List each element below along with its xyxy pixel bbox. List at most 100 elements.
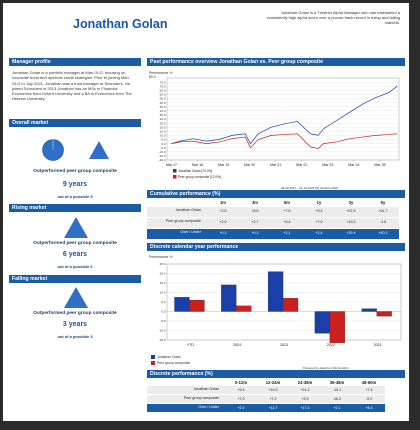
table-cell: +11.7 xyxy=(268,405,278,410)
y-tick-label: 65.0 xyxy=(160,89,166,93)
past-footnote: 28-02-2017 - 31-10-2025 FE fundinfo 2025 xyxy=(281,186,339,190)
triangle-icon xyxy=(64,287,88,308)
y-tick-label: -5.0 xyxy=(160,319,166,323)
past-performance-chart: Performance %80.0-20.0-15.0-10.0-5.00.05… xyxy=(149,71,400,179)
table-cell: +9.4 xyxy=(315,208,323,213)
table-row xyxy=(147,395,385,403)
table-row xyxy=(147,218,399,228)
table-cell: +2.0 xyxy=(219,219,227,224)
bar-1 xyxy=(282,298,299,312)
table-cell: -15.1 xyxy=(332,387,342,392)
y-tick-label: -10.0 xyxy=(159,150,166,154)
y-tick-label: 50.0 xyxy=(160,101,166,105)
table-cell: +0.3 xyxy=(219,230,227,235)
column-header: 0-12m xyxy=(234,380,248,385)
table-row xyxy=(147,404,385,412)
bar-0 xyxy=(361,308,377,312)
legend-label: Jonathan Golan [70.3%] xyxy=(178,169,212,173)
past-performance-heading: Past performance overview Jonathan Golan… xyxy=(147,58,405,66)
y-axis-unit: 80.0 xyxy=(149,75,156,79)
y-tick-label: 0.0 xyxy=(161,310,166,314)
table-cell: +7.2 xyxy=(269,396,277,401)
y-tick-label: 10.0 xyxy=(160,291,166,295)
column-header: 48-60m xyxy=(361,380,377,385)
table-cell: +19.2 xyxy=(346,219,356,224)
discrete-heading: Discrete performance (%) xyxy=(147,370,405,378)
y-tick-label: 45.0 xyxy=(160,105,166,109)
falling-years: 3 years xyxy=(62,321,88,328)
table-cell: +2.4 xyxy=(237,405,245,410)
y-tick-label: 30.0 xyxy=(160,117,166,121)
column-header: 1m xyxy=(219,200,227,205)
x-tick-label: Mar 25 xyxy=(374,163,385,167)
powered-by-note: Powered by data from FE fundinfo xyxy=(303,366,349,370)
table-cell: -3.6 xyxy=(379,219,387,224)
y-tick-label: -10.0 xyxy=(159,329,166,333)
rising-years: 6 years xyxy=(62,251,88,258)
series-line-0 xyxy=(171,85,398,145)
overall-years: 9 years xyxy=(62,181,88,188)
bar-0 xyxy=(267,271,284,312)
legend-label: Peer group composite [12.0%] xyxy=(178,175,221,179)
table-cell: +0.3 xyxy=(251,230,259,235)
page-title: Jonathan Golan xyxy=(73,17,168,31)
bar-0 xyxy=(314,311,330,334)
x-tick-label: Mar 22 xyxy=(296,163,307,167)
legend-peer: Peer group composite xyxy=(157,361,191,365)
x-tick-label: Mar 23 xyxy=(322,163,333,167)
table-cell: +8.3 xyxy=(365,405,373,410)
plot-frame xyxy=(166,263,402,341)
x-tick-label: Mar 21 xyxy=(270,163,281,167)
column-header: 1y xyxy=(316,200,322,205)
table-cell: +2.4 xyxy=(315,230,323,235)
x-tick-label: 2022 xyxy=(327,343,335,347)
y-tick-label: -5.0 xyxy=(160,146,166,150)
table-cell: +2.1 xyxy=(283,230,291,235)
x-tick-label: YTD xyxy=(187,343,195,347)
x-tick-label: 2023 xyxy=(280,343,288,347)
y-tick-label: -15.0 xyxy=(159,154,166,158)
row-label: Jonathan Golan xyxy=(175,208,201,212)
table-cell: +7.4 xyxy=(365,387,373,392)
table-cell: +7.6 xyxy=(283,208,291,213)
y-tick-label: 20.0 xyxy=(160,125,166,129)
x-tick-label: Mar 24 xyxy=(348,163,359,167)
table-row xyxy=(147,386,385,394)
discrete-year-heading: Discrete calendar year performance xyxy=(147,243,405,251)
y-tick-label: -20.0 xyxy=(159,158,166,162)
table-cell: +2.5 xyxy=(219,208,227,213)
overall-caption: Outperformed peer group composite xyxy=(33,169,117,174)
bar-1 xyxy=(376,311,392,317)
y-tick-label: 35.0 xyxy=(160,113,166,117)
y-tick-label: 60.0 xyxy=(160,93,166,97)
x-tick-label: Mar 20 xyxy=(244,163,255,167)
legend-fund: Jonathan Golan xyxy=(157,355,181,359)
y-tick-label: 15.0 xyxy=(160,281,166,285)
table-cell: +2.7 xyxy=(251,219,259,224)
legend-swatch-peer xyxy=(151,361,155,365)
column-header: 3y xyxy=(348,200,354,205)
x-tick-label: Mar 18 xyxy=(192,163,203,167)
bar-0 xyxy=(221,284,237,312)
x-tick-label: Mar 19 xyxy=(218,163,229,167)
row-label: Jonathan Golan xyxy=(193,387,219,391)
table-cell: +2.1 xyxy=(333,405,341,410)
column-header: 6m xyxy=(283,200,291,205)
bar-1 xyxy=(189,299,205,312)
x-tick-label: Mar 17 xyxy=(166,163,177,167)
table-cell: +3.9 xyxy=(301,396,309,401)
table-cell: -0.9 xyxy=(365,396,373,401)
y-tick-label: 10.0 xyxy=(160,134,166,138)
table-cell: +17.3 xyxy=(300,405,310,410)
rising-market-heading: Rising market xyxy=(9,204,141,212)
row-label: Peer group composite xyxy=(183,396,219,400)
y-axis-label: Performance % xyxy=(149,71,172,75)
discrete-table: 0-12m 12-24m 24-36m 36-48m 48-60m Jonathan Go… xyxy=(147,379,405,419)
x-tick-label: 2024 xyxy=(233,343,241,347)
row-label: Over / Under xyxy=(180,230,201,234)
y-tick-label: 25.0 xyxy=(160,121,166,125)
manager-profile-heading: Manager profile xyxy=(9,58,141,66)
y-tick-label: 70.0 xyxy=(160,84,166,88)
intro-text: Jonathan Golan is a Trustnet Alpha Manag… xyxy=(266,10,400,26)
y-tick-label: 20.0 xyxy=(160,272,166,276)
